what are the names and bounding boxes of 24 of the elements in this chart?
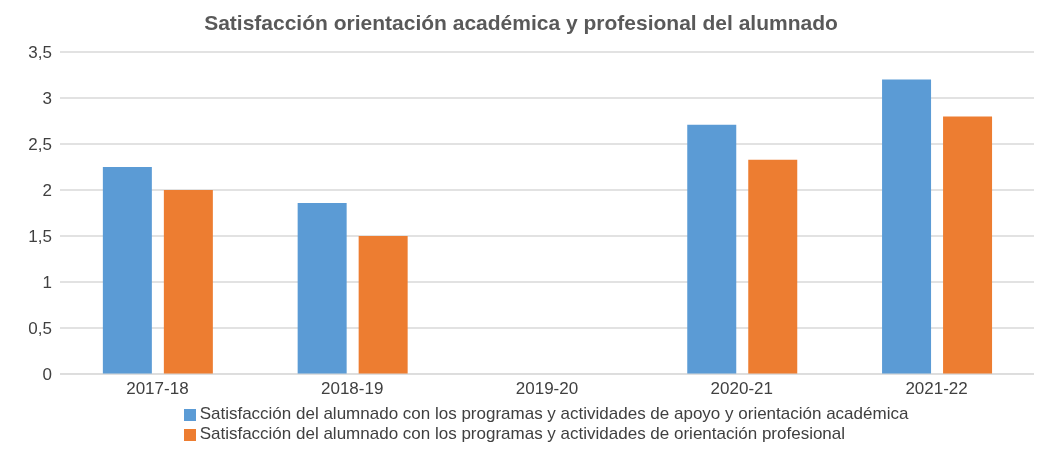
- bar: [748, 159, 798, 374]
- y-tick-label: 1,5: [28, 227, 52, 247]
- legend-label: Satisfacción del alumnado con los programas y actividades de orientación profesional: [199, 424, 846, 443]
- chart-title: Satisfacción orientación académica y profesional del alumnado: [203, 10, 839, 36]
- y-tick-label: 1: [42, 273, 52, 293]
- y-tick-label: 2,5: [28, 135, 52, 155]
- bar: [163, 190, 213, 374]
- bar: [882, 79, 932, 374]
- x-tick-label: 2020-21: [710, 379, 773, 399]
- y-tick-label: 3,5: [28, 43, 52, 63]
- y-tick-label: 2: [42, 181, 52, 201]
- bar: [358, 236, 408, 374]
- y-tick-label: 0,5: [28, 319, 52, 339]
- bar: [687, 124, 737, 374]
- legend-label: Satisfacción del alumnado con los programas y actividades de apoyo y orientación académica: [199, 404, 909, 423]
- x-tick-label: 2018-19: [321, 379, 384, 399]
- x-tick-label: 2021-22: [905, 379, 968, 399]
- y-tick-label: 0: [42, 365, 52, 385]
- y-tick-label: 3: [42, 89, 52, 109]
- x-tick-label: 2017-18: [126, 379, 189, 399]
- bar: [297, 202, 347, 374]
- bar: [102, 167, 152, 374]
- bar: [943, 116, 993, 374]
- x-tick-label: 2019-20: [515, 379, 579, 399]
